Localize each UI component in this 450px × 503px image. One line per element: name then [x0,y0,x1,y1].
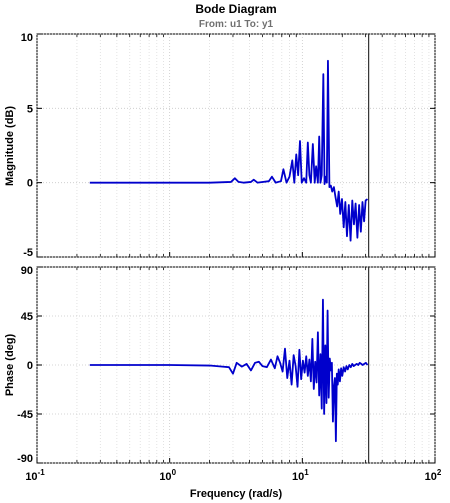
magnitude-y-tick-label: 5 [27,103,33,115]
chart-title: Bode Diagram [195,2,276,16]
phase-line [89,298,369,443]
x-tick-label: 101 [292,468,309,483]
phase-series [89,298,369,443]
phase-y-tick-label: 0 [27,360,33,372]
frequency-axis-label: Frequency (rad/s) [190,488,283,500]
magnitude-series [89,59,369,242]
phase-panel: 90 45 0 -45 -90 Phase (deg) [4,265,436,465]
phase-y-tick-label: -45 [17,409,33,421]
magnitude-y-tick-label: 0 [27,178,33,190]
magnitude-y-ticks: 10 5 0 -5 [21,32,33,259]
magnitude-y-tick-label: 10 [21,32,33,44]
phase-y-tick-label: -90 [17,453,33,465]
x-tick-label: 10-1 [25,468,45,483]
phase-y-ticks: 90 45 0 -45 -90 [17,265,33,465]
phase-axis-label: Phase (deg) [4,333,16,396]
x-tick-label: 102 [425,468,442,483]
phase-y-tick-label: 45 [21,311,33,323]
magnitude-plot-area [36,33,436,258]
magnitude-grid [36,33,436,258]
chart-subtitle: From: u1 To: y1 [199,19,274,30]
phase-grid [36,266,436,464]
phase-y-tick-label: 90 [21,265,33,277]
magnitude-panel: 10 5 0 -5 Magnitude (dB) [4,32,436,259]
magnitude-axis-label: Magnitude (dB) [4,106,16,186]
x-tick-label: 100 [159,468,176,483]
frequency-ticks: 10-1 100 101 102 [25,468,442,483]
magnitude-line [89,59,369,242]
magnitude-y-tick-label: -5 [23,247,33,259]
